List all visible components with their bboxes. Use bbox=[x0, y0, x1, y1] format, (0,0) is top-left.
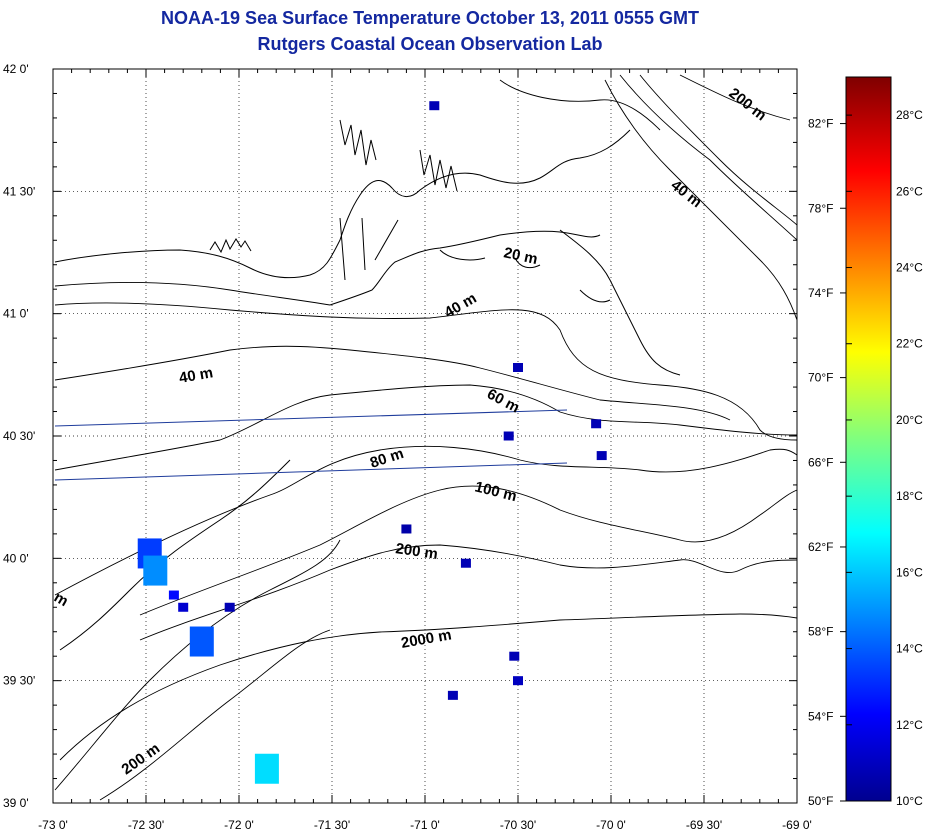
colorbar-celsius-label: 14°C bbox=[896, 642, 923, 656]
sst-patch bbox=[189, 626, 214, 657]
y-tick-label: 39 30' bbox=[3, 674, 35, 688]
coast-mass-south bbox=[329, 230, 601, 306]
sst-patch bbox=[503, 431, 514, 441]
coast-nj bbox=[59, 459, 291, 651]
coastline bbox=[54, 119, 681, 651]
colorbar-fahrenheit-label: 70°F bbox=[808, 371, 833, 385]
sst-patch bbox=[513, 676, 523, 686]
sst-patch bbox=[143, 555, 168, 586]
sst-patch bbox=[596, 451, 607, 461]
colorbar bbox=[845, 76, 892, 802]
coast-jagged bbox=[209, 119, 458, 254]
contour-200m-south bbox=[99, 629, 331, 801]
map-title: NOAA-19 Sea Surface Temperature October … bbox=[161, 8, 699, 28]
x-tick-label: -70 30' bbox=[500, 818, 536, 832]
track-line-2 bbox=[54, 462, 568, 481]
sst-patch bbox=[509, 651, 520, 661]
map-subtitle: Rutgers Coastal Ocean Observation Lab bbox=[257, 34, 603, 54]
colorbar-fahrenheit-label: 82°F bbox=[808, 117, 833, 131]
colorbar-fahrenheit-label: 50°F bbox=[808, 794, 833, 808]
contour-label-200m-mid: 200 m bbox=[394, 540, 438, 563]
colorbar-fahrenheit-label: 54°F bbox=[808, 709, 833, 723]
contour-ne bbox=[679, 74, 791, 121]
contour-bay bbox=[499, 79, 661, 131]
colorbar-celsius-labels: 28°C 26°C 24°C 22°C 20°C 18°C 16°C 14°C 12°C 10°C bbox=[846, 108, 923, 808]
x-tick-label: -72 30' bbox=[128, 818, 164, 832]
contour-2000m bbox=[59, 613, 798, 761]
colorbar-celsius-label: 12°C bbox=[896, 718, 923, 732]
x-tick-label: -73 0' bbox=[38, 818, 68, 832]
sst-patches bbox=[137, 101, 607, 784]
contour-label-20m: 20 m bbox=[502, 244, 539, 268]
y-tick-label: 42 0' bbox=[3, 62, 29, 76]
sst-patch bbox=[254, 753, 279, 784]
colorbar-celsius-label: 18°C bbox=[896, 489, 923, 503]
contour-40m-east bbox=[604, 79, 798, 321]
sst-patch bbox=[460, 558, 471, 568]
graticule bbox=[53, 69, 797, 803]
contour-60m bbox=[54, 384, 798, 471]
sst-patch bbox=[429, 101, 440, 111]
contour-40m-south bbox=[54, 345, 731, 421]
x-tick-label: -71 0' bbox=[410, 818, 440, 832]
contour-label-40m-west: 40 m bbox=[178, 364, 215, 387]
coast-narragansett bbox=[339, 217, 399, 281]
x-tick-label: -69 0' bbox=[782, 818, 812, 832]
colorbar-fahrenheit-label: 78°F bbox=[808, 201, 833, 215]
colorbar-celsius-label: 16°C bbox=[896, 565, 923, 579]
sst-patch bbox=[224, 602, 235, 612]
x-tick-label: -70 0' bbox=[596, 818, 626, 832]
colorbar-celsius-label: 20°C bbox=[896, 413, 923, 427]
y-tick-label: 41 0' bbox=[3, 307, 29, 321]
x-tick-label: -71 30' bbox=[314, 818, 350, 832]
sst-patch bbox=[447, 690, 458, 700]
colorbar-celsius-label: 28°C bbox=[896, 108, 923, 122]
sst-patch bbox=[168, 590, 179, 600]
colorbar-fahrenheit-label: 74°F bbox=[808, 286, 833, 300]
x-tick-label: -72 0' bbox=[224, 818, 254, 832]
axis-ticks: -73 0' -72 30' -72 0' -71 30' -71 0' -70 30' -… bbox=[3, 62, 812, 832]
contour-80m bbox=[54, 445, 798, 596]
sst-patch bbox=[178, 602, 189, 612]
y-tick-label: 40 30' bbox=[3, 429, 35, 443]
x-tick-label: -69 30' bbox=[686, 818, 722, 832]
sst-patch bbox=[591, 419, 602, 429]
contour-100m-east bbox=[639, 74, 798, 226]
colorbar-fahrenheit-labels: 82°F 78°F 74°F 70°F 66°F 62°F 58°F 54°F 50°F bbox=[808, 117, 846, 808]
coast-long-island bbox=[54, 129, 631, 279]
colorbar-celsius-label: 22°C bbox=[896, 337, 923, 351]
bathymetry-contours bbox=[54, 74, 798, 801]
contour-40m-north bbox=[54, 302, 798, 441]
colorbar-fahrenheit-label: 58°F bbox=[808, 625, 833, 639]
y-tick-label: 41 30' bbox=[3, 184, 35, 198]
colorbar-celsius-label: 10°C bbox=[896, 794, 923, 808]
y-tick-label: 40 0' bbox=[3, 551, 29, 565]
coast-cape-cod bbox=[559, 229, 681, 376]
colorbar-celsius-label: 26°C bbox=[896, 184, 923, 198]
colorbar-fahrenheit-label: 62°F bbox=[808, 540, 833, 554]
contour-200m bbox=[139, 544, 798, 641]
satellite-tracks bbox=[54, 409, 568, 481]
colorbar-fahrenheit-label: 66°F bbox=[808, 455, 833, 469]
colorbar-celsius-label: 24°C bbox=[896, 261, 923, 275]
contour-20m-inner bbox=[54, 282, 331, 306]
contour-100m bbox=[139, 485, 798, 616]
track-line-1 bbox=[54, 409, 568, 427]
sst-patch bbox=[401, 524, 412, 534]
contour-200m-east bbox=[619, 74, 798, 241]
sst-patch bbox=[513, 362, 523, 372]
coast-islands bbox=[439, 249, 611, 303]
y-tick-label: 39 0' bbox=[3, 796, 29, 810]
